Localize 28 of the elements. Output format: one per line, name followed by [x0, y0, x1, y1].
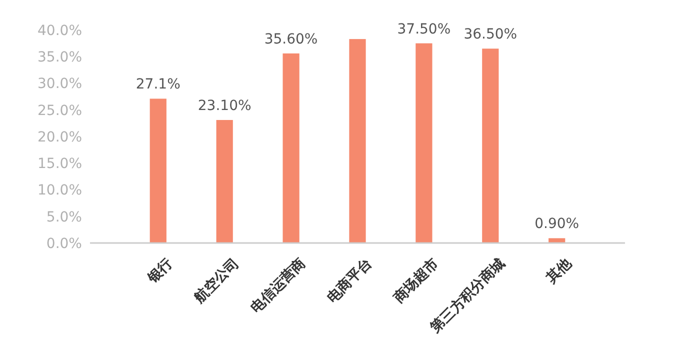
- bar: [548, 238, 566, 243]
- y-tick-label: 20.0%: [38, 129, 82, 146]
- data-label: 27.1%: [136, 76, 180, 93]
- y-tick-label: 15.0%: [38, 156, 82, 172]
- data-label: 36.50%: [464, 26, 518, 43]
- x-tick-label: 商场超市: [389, 254, 442, 308]
- y-tick-label: 35.0%: [38, 50, 82, 66]
- x-tick-label: 电信运营商: [247, 254, 309, 316]
- x-tick-label: 电商平台: [324, 254, 376, 306]
- data-label: 23.10%: [198, 98, 252, 114]
- x-tick-label: 其他: [542, 254, 576, 288]
- bar: [150, 98, 166, 243]
- x-tick-label: 航空公司: [190, 254, 242, 308]
- bar: [416, 43, 432, 243]
- bar: [349, 39, 366, 243]
- y-tick-label: 30.0%: [38, 76, 82, 92]
- y-tick-label: 0.0%: [46, 236, 82, 252]
- y-tick-label: 10.0%: [38, 182, 82, 199]
- data-label: 35.60%: [264, 31, 318, 48]
- bar: [216, 120, 233, 243]
- x-tick-label: 银行: [144, 255, 176, 288]
- bar: [282, 53, 300, 243]
- data-label: 0.90%: [534, 216, 580, 232]
- data-label: 37.50%: [397, 21, 451, 38]
- y-tick-label: 5.0%: [46, 209, 82, 226]
- y-tick-label: 25.0%: [38, 102, 82, 119]
- y-tick-label: 40.0%: [38, 22, 82, 39]
- bar: [482, 48, 499, 243]
